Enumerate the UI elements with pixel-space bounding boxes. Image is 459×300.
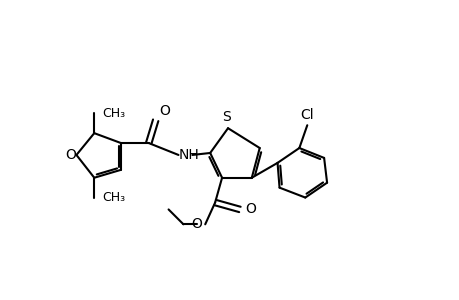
- Text: NH: NH: [178, 148, 199, 162]
- Text: S: S: [221, 110, 230, 124]
- Text: CH₃: CH₃: [102, 107, 125, 120]
- Text: O: O: [191, 217, 202, 231]
- Text: O: O: [159, 104, 170, 118]
- Text: O: O: [66, 148, 76, 162]
- Text: Cl: Cl: [300, 108, 313, 122]
- Text: CH₃: CH₃: [102, 191, 125, 204]
- Text: O: O: [244, 202, 255, 216]
